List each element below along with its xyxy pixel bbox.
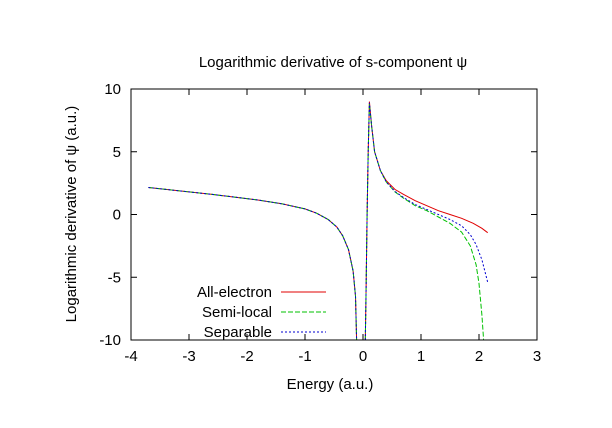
chart-title: Logarithmic derivative of s-component ψ (199, 54, 467, 71)
x-tick-label: -4 (124, 348, 137, 365)
legend-label: All-electron (197, 284, 272, 301)
series-layer (148, 101, 489, 341)
x-tick-label: 3 (533, 348, 541, 365)
series-line (364, 102, 489, 341)
y-tick-label: 0 (113, 207, 121, 224)
ticks (130, 88, 538, 341)
x-tick-label: 2 (475, 348, 483, 365)
y-tick-label: -10 (99, 332, 121, 349)
y-axis-title: Logarithmic derivative of ψ (a.u.) (63, 106, 80, 323)
series-line (364, 101, 489, 341)
series-line (364, 104, 485, 341)
plot-frame (130, 88, 538, 341)
x-tick-label: -2 (240, 348, 253, 365)
y-tick-label: 5 (113, 144, 121, 161)
legend: All-electron Semi-local Separable (197, 284, 326, 341)
x-tick-label: 0 (359, 348, 367, 365)
legend-label: Separable (204, 324, 272, 341)
y-tick-label: -5 (108, 269, 121, 286)
y-tick-label: 10 (104, 81, 121, 98)
x-tick-label: -1 (298, 348, 311, 365)
x-axis-title: Energy (a.u.) (287, 376, 374, 393)
series-line (148, 187, 358, 341)
legend-label: Semi-local (202, 304, 272, 321)
x-tick-label: -3 (182, 348, 195, 365)
x-tick-label: 1 (417, 348, 425, 365)
